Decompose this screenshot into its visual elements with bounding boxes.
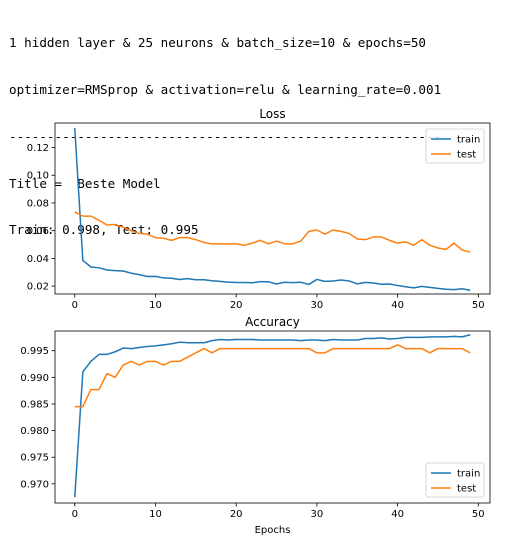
chart-panel-loss: Loss 0 10 20 30 40 50 0.02 0.04 0.06 0.08 0.10 0.12 t… — [27, 107, 491, 311]
plot-frame — [54, 122, 491, 295]
x-tick-label: 50 — [472, 300, 485, 311]
y-tick-label: 0.975 — [20, 453, 49, 464]
output-title-line: Title = Beste Model — [9, 175, 161, 191]
output-line-config: 1 hidden layer & 25 neurons & batch_size… — [9, 35, 427, 51]
y-tick-label: 0.980 — [20, 426, 49, 437]
x-tick-label: 0 — [72, 300, 78, 311]
chart-title: Loss — [259, 107, 285, 121]
x-tick-label: 0 — [72, 509, 78, 520]
series-line-test — [74, 344, 471, 408]
legend: train test — [425, 128, 485, 164]
output-line-optimizer: optimizer=RMSprop & activation=relu & le… — [9, 81, 442, 97]
x-axis-label: Epochs — [255, 525, 291, 536]
y-tick-label: 0.04 — [27, 254, 49, 265]
y-tick-label: 0.06 — [27, 226, 49, 237]
x-tick-label: 10 — [149, 300, 162, 311]
legend-label-train: train — [457, 135, 480, 146]
x-tick-label: 20 — [230, 300, 243, 311]
series-line-train — [74, 128, 471, 292]
x-tick-label: 20 — [230, 509, 243, 520]
x-tick-label: 40 — [391, 509, 404, 520]
series-line-test — [74, 211, 471, 253]
legend-label-test: test — [457, 150, 476, 161]
output-separator: ----------------------------------------… — [9, 128, 442, 144]
x-tick-label: 30 — [311, 300, 324, 311]
x-tick-label: 40 — [391, 300, 404, 311]
y-tick-label: 0.10 — [27, 171, 49, 182]
legend: train test — [425, 462, 485, 498]
legend-label-train: train — [457, 469, 480, 480]
y-tick-label: 0.970 — [20, 479, 49, 490]
y-tick-label: 0.995 — [20, 346, 49, 357]
y-tick-label: 0.02 — [27, 282, 49, 293]
y-tick-label: 0.990 — [20, 373, 49, 384]
y-tick-label: 0.985 — [20, 399, 49, 410]
chart-title: Accuracy — [245, 315, 300, 329]
plot-frame — [54, 330, 491, 504]
x-tick-label: 50 — [472, 509, 485, 520]
y-tick-label: 0.12 — [27, 143, 49, 154]
x-tick-label: 30 — [311, 509, 324, 520]
chart-panel-accuracy: Accuracy 0 10 20 30 40 50 0.970 0.975 0.980 0.985 0… — [20, 315, 491, 536]
series-line-train — [74, 334, 471, 498]
x-tick-label: 10 — [149, 509, 162, 520]
notebook-output: 1 hidden layer & 25 neurons & batch_size… — [9, 4, 441, 254]
legend-label-test: test — [457, 484, 476, 495]
y-tick-label: 0.08 — [27, 198, 49, 209]
